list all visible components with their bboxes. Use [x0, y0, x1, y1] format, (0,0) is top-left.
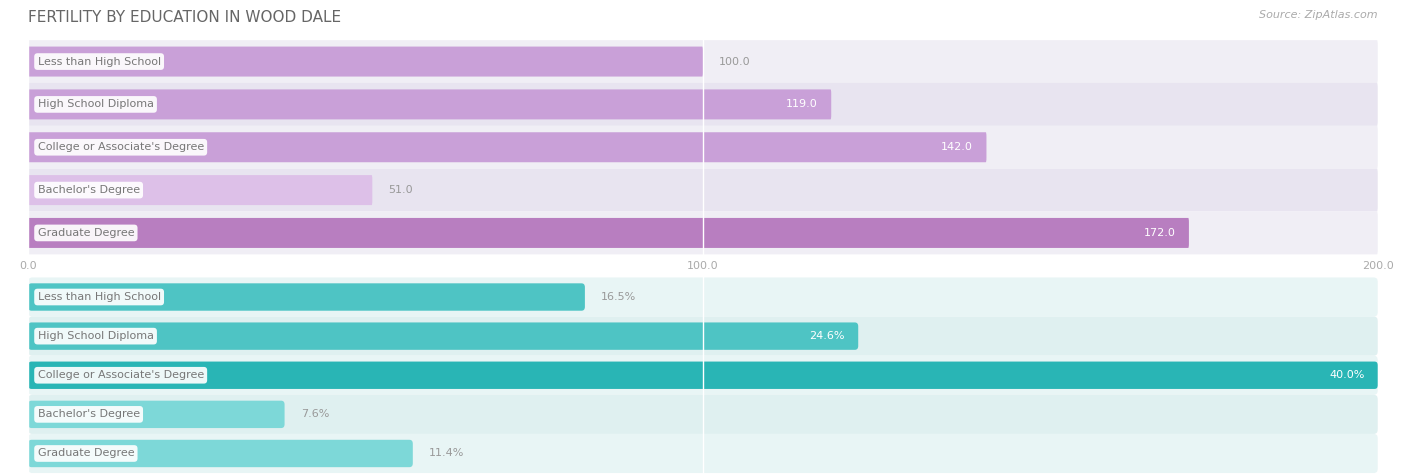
FancyBboxPatch shape [28, 356, 1378, 395]
FancyBboxPatch shape [28, 132, 987, 162]
FancyBboxPatch shape [28, 323, 858, 350]
Text: College or Associate's Degree: College or Associate's Degree [38, 142, 204, 152]
FancyBboxPatch shape [28, 440, 413, 467]
Text: Bachelor's Degree: Bachelor's Degree [38, 409, 139, 419]
FancyBboxPatch shape [28, 126, 1378, 169]
FancyBboxPatch shape [28, 47, 703, 76]
Text: Graduate Degree: Graduate Degree [38, 228, 134, 238]
FancyBboxPatch shape [28, 218, 1189, 248]
Text: College or Associate's Degree: College or Associate's Degree [38, 370, 204, 380]
FancyBboxPatch shape [28, 316, 1378, 356]
Text: Source: ZipAtlas.com: Source: ZipAtlas.com [1260, 10, 1378, 19]
FancyBboxPatch shape [28, 277, 1378, 316]
FancyBboxPatch shape [28, 361, 1378, 389]
Text: Graduate Degree: Graduate Degree [38, 448, 134, 458]
Text: 119.0: 119.0 [786, 99, 818, 109]
FancyBboxPatch shape [28, 83, 1378, 126]
FancyBboxPatch shape [28, 40, 1378, 83]
FancyBboxPatch shape [28, 434, 1378, 473]
Text: 172.0: 172.0 [1143, 228, 1175, 238]
Text: High School Diploma: High School Diploma [38, 99, 153, 109]
Text: 11.4%: 11.4% [429, 448, 464, 458]
Text: Bachelor's Degree: Bachelor's Degree [38, 185, 139, 195]
Text: 40.0%: 40.0% [1329, 370, 1364, 380]
FancyBboxPatch shape [28, 395, 1378, 434]
Text: 24.6%: 24.6% [810, 331, 845, 341]
Text: Less than High School: Less than High School [38, 57, 160, 66]
Text: 100.0: 100.0 [720, 57, 751, 66]
FancyBboxPatch shape [28, 283, 585, 311]
Text: High School Diploma: High School Diploma [38, 331, 153, 341]
FancyBboxPatch shape [28, 211, 1378, 254]
Text: 16.5%: 16.5% [602, 292, 637, 302]
FancyBboxPatch shape [28, 401, 284, 428]
Text: 51.0: 51.0 [388, 185, 413, 195]
Text: 7.6%: 7.6% [301, 409, 329, 419]
Text: Less than High School: Less than High School [38, 292, 160, 302]
Text: 142.0: 142.0 [941, 142, 973, 152]
Text: FERTILITY BY EDUCATION IN WOOD DALE: FERTILITY BY EDUCATION IN WOOD DALE [28, 10, 342, 25]
FancyBboxPatch shape [28, 169, 1378, 211]
FancyBboxPatch shape [28, 89, 831, 119]
FancyBboxPatch shape [28, 175, 373, 205]
